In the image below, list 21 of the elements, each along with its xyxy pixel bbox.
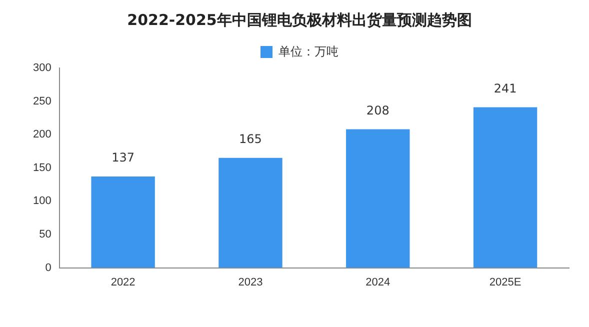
- y-tick-label: 250: [32, 95, 52, 108]
- y-tick-label: 50: [39, 228, 52, 241]
- data-label: 208: [366, 103, 390, 118]
- data-label: 241: [494, 81, 517, 96]
- y-tick-label: 0: [45, 262, 52, 274]
- bar: [91, 176, 155, 268]
- bar: [218, 158, 282, 268]
- data-label: 165: [239, 132, 262, 146]
- x-tick-label: 2025E: [489, 276, 522, 288]
- y-tick-label: 300: [32, 62, 52, 74]
- y-tick-label: 150: [32, 162, 52, 174]
- bar: [473, 107, 538, 268]
- x-tick-label: 2022: [110, 276, 136, 288]
- legend-label: 单位：万吨: [278, 44, 338, 58]
- x-tick-label: 2024: [366, 276, 390, 288]
- y-tick-label: 100: [32, 195, 52, 208]
- chart-title: 2022-2025年中国锂电负极材料出货量预测趋势图: [127, 10, 472, 29]
- data-label: 137: [112, 150, 135, 165]
- bar: [346, 129, 410, 268]
- y-tick-label: 200: [32, 128, 52, 141]
- x-tick-label: 2023: [238, 276, 263, 288]
